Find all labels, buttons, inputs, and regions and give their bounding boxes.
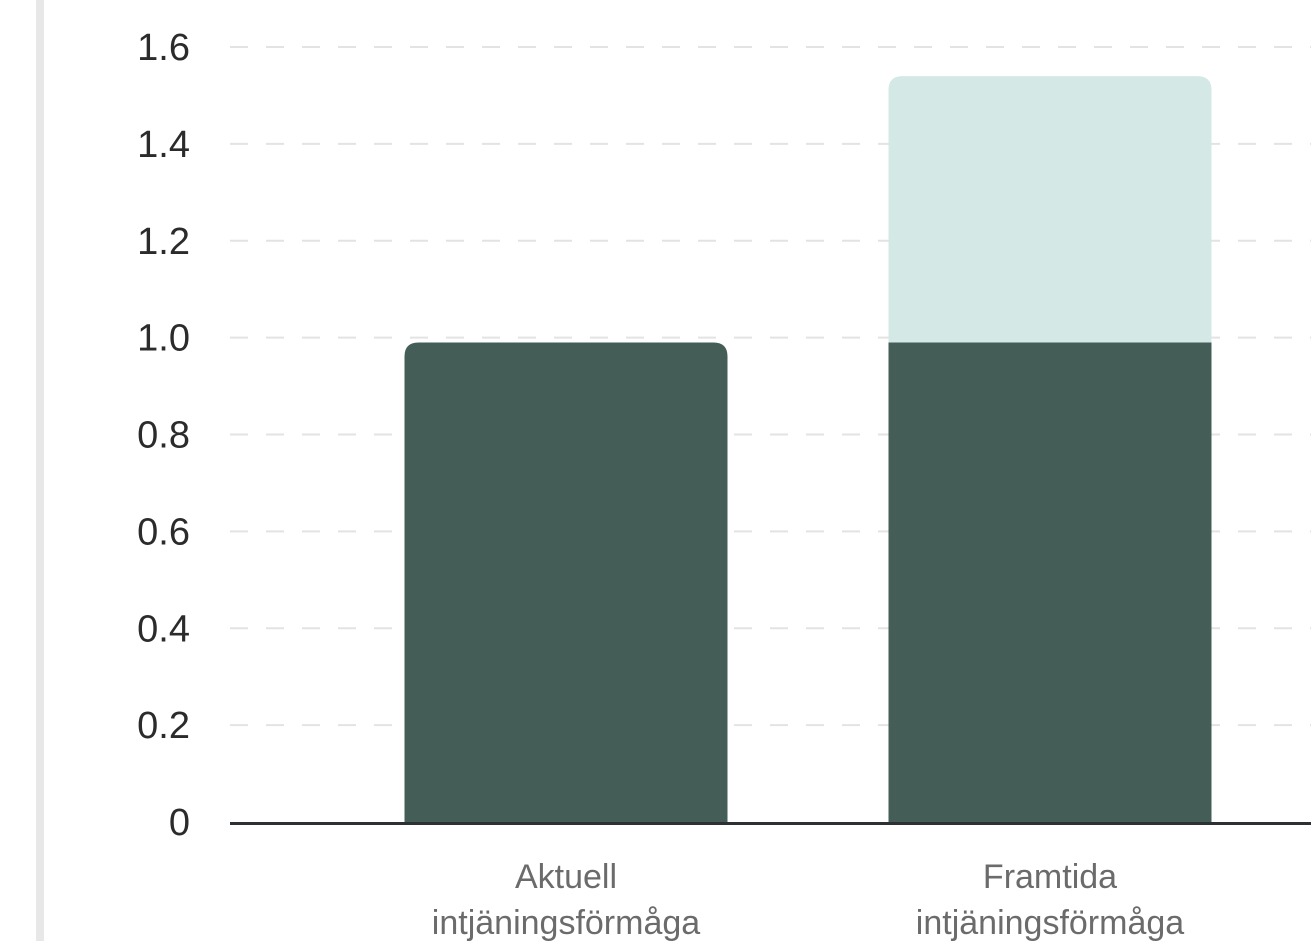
y-tick-label: 0 [169,802,190,844]
x-tick-label: Framtida [983,858,1117,896]
x-tick-label: Aktuell [515,858,617,896]
left-border [36,0,44,941]
y-tick-label: 0.2 [137,705,190,747]
y-tick-label: 1.0 [137,318,190,360]
x-tick-label: intjäningsförmåga [916,904,1184,941]
y-tick-label: 0.4 [137,608,190,650]
bar-segment [888,342,1212,822]
y-tick-label: 0.6 [137,511,190,553]
y-tick-label: 1.4 [137,124,190,166]
bar-segment [888,76,1212,343]
bar-segment [404,342,728,822]
y-tick-label: 1.6 [137,27,190,69]
x-tick-label: intjäningsförmåga [432,904,700,941]
y-tick-label: 1.2 [137,221,190,263]
y-tick-label: 0.8 [137,415,190,457]
